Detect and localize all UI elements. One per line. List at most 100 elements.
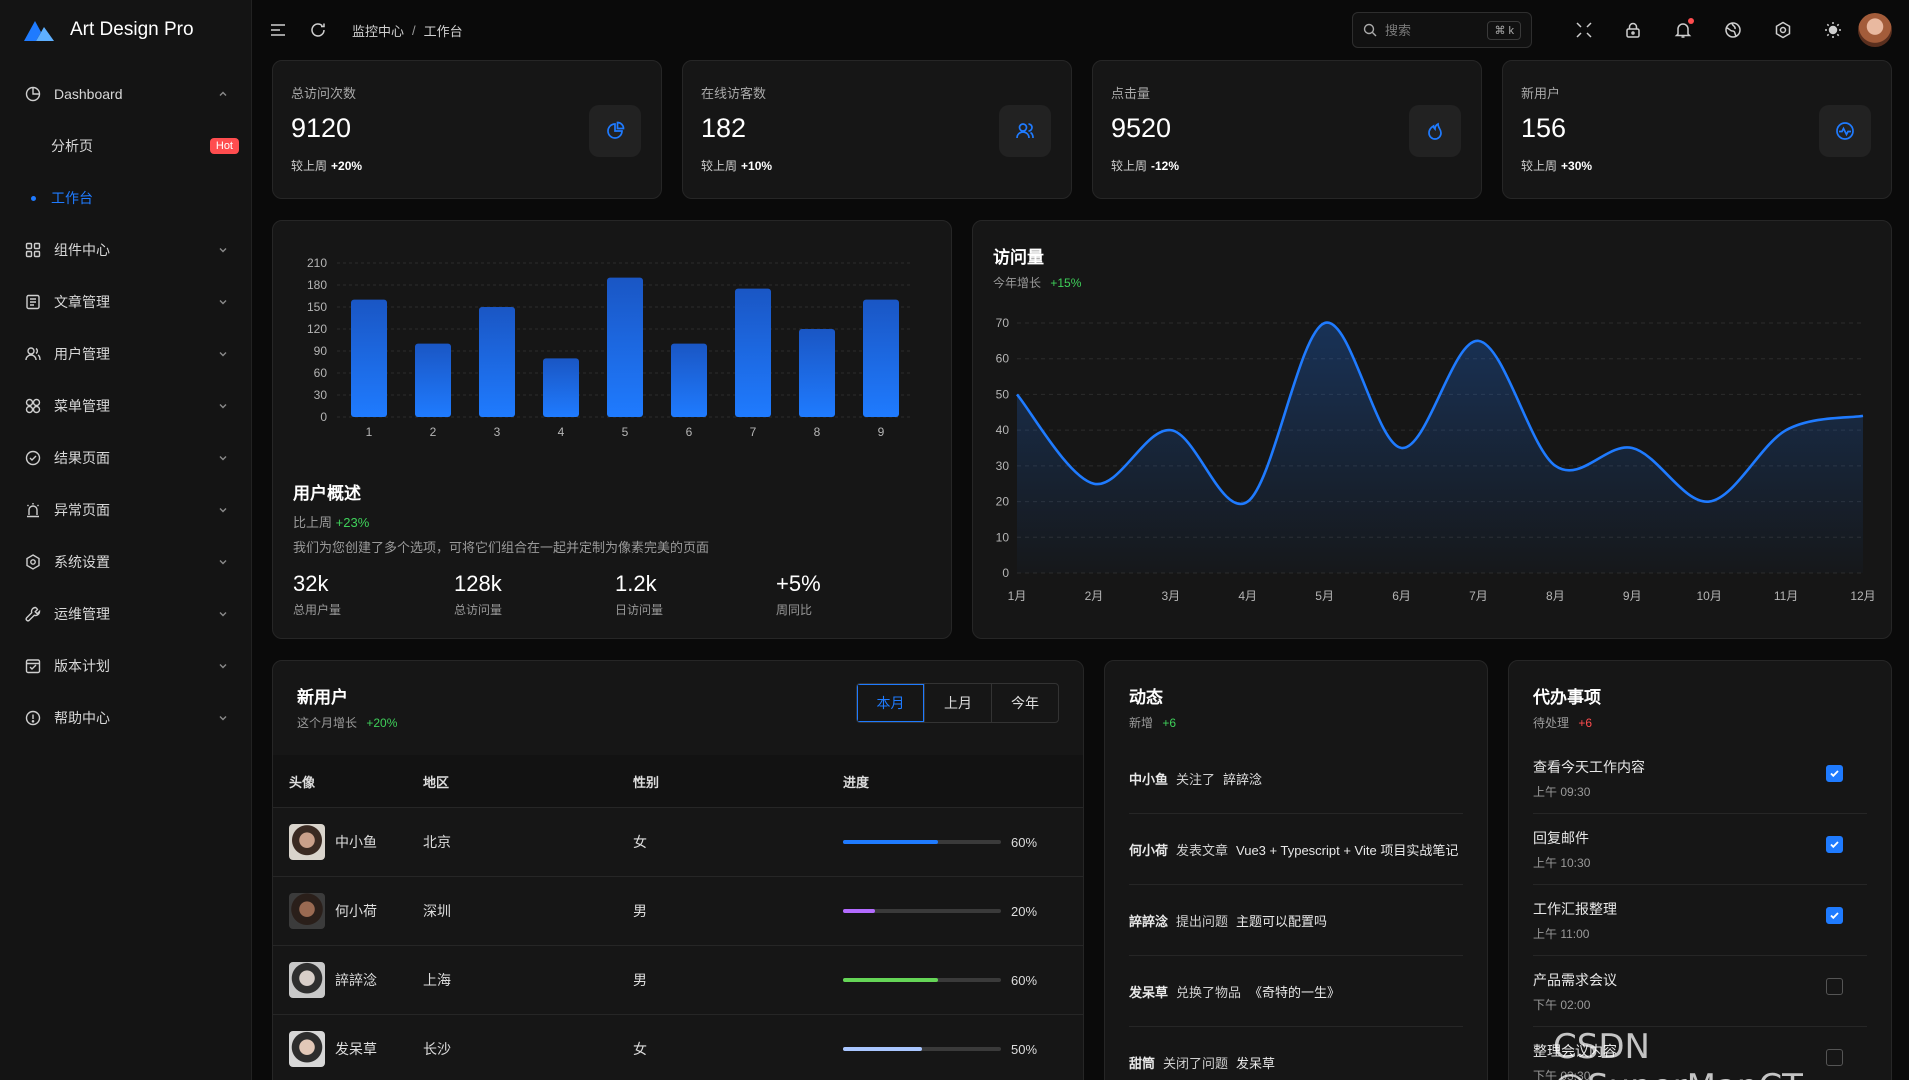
table-row[interactable]: 中小鱼 北京 女 60% xyxy=(273,807,1083,876)
x-tick-label: 7 xyxy=(750,425,757,439)
sidebar-item-components[interactable]: 组件中心 xyxy=(0,224,251,276)
table-row[interactable]: 发呆草 长沙 女 50% xyxy=(273,1014,1083,1080)
stat-value: 9120 xyxy=(291,113,352,143)
activity-action: 发表文章 xyxy=(1176,842,1229,858)
sidebar-item-label: 分析页 xyxy=(51,138,93,154)
chevron-up-icon xyxy=(219,91,227,96)
todo-checkbox[interactable] xyxy=(1826,1049,1843,1066)
x-tick-label: 12月 xyxy=(1850,589,1875,603)
y-tick-label: 60 xyxy=(314,366,328,380)
sidebar-item-label: 工作台 xyxy=(51,190,93,206)
activity-user: 誶誶淰 xyxy=(1129,913,1169,929)
chevron-down-icon xyxy=(219,456,227,461)
progress-fill xyxy=(843,1047,922,1051)
breadcrumb-item: 工作台 xyxy=(423,23,463,39)
globe-icon[interactable] xyxy=(1723,20,1743,40)
sidebar-item-workbench[interactable]: 工作台 xyxy=(0,172,251,224)
table-row[interactable]: 何小荷 深圳 男 20% xyxy=(273,876,1083,945)
search-box[interactable]: ⌘ k xyxy=(1352,12,1532,48)
sidebar-item-label: 组件中心 xyxy=(54,242,110,258)
plan-icon xyxy=(24,657,42,675)
sidebar-item-ops[interactable]: 运维管理 xyxy=(0,588,251,640)
x-tick-label: 5月 xyxy=(1315,589,1334,603)
overview-stat: 1.2k 日访问量 xyxy=(615,571,776,618)
activity-item[interactable]: 何小荷 发表文章 Vue3 + Typescript + Vite 项目实战笔记 xyxy=(1129,814,1463,885)
todo-item: 工作汇报整理 上午 11:00 xyxy=(1533,885,1867,956)
bar xyxy=(735,288,771,417)
activity-item[interactable]: 甜筒 关闭了问题 发呆草 xyxy=(1129,1027,1463,1080)
new-users-title: 新用户 xyxy=(297,688,348,707)
sidebar-item-menus[interactable]: 菜单管理 xyxy=(0,380,251,432)
area-fill xyxy=(1017,322,1863,573)
sidebar-item-settings[interactable]: 系统设置 xyxy=(0,536,251,588)
todo-checkbox[interactable] xyxy=(1826,907,1843,924)
overview-stat: +5% 周同比 xyxy=(776,571,937,618)
sidebar-item-users[interactable]: 用户管理 xyxy=(0,328,251,380)
tab-this-year[interactable]: 今年 xyxy=(991,684,1058,722)
search-icon xyxy=(1363,23,1377,37)
avatar xyxy=(289,1031,325,1067)
fullscreen-icon[interactable] xyxy=(1574,20,1594,40)
sidebar-item-exceptions[interactable]: 异常页面 xyxy=(0,484,251,536)
breadcrumb: 监控中心 / 工作台 xyxy=(352,22,463,39)
sidebar-item-dashboard[interactable]: Dashboard xyxy=(0,68,251,120)
sidebar-item-results[interactable]: 结果页面 xyxy=(0,432,251,484)
table-header: 头像 地区 性别 进度 xyxy=(273,755,1083,807)
sidebar-item-versions[interactable]: 版本计划 xyxy=(0,640,251,692)
x-tick-label: 5 xyxy=(622,425,629,439)
breadcrumb-item[interactable]: 监控中心 xyxy=(352,23,405,39)
todo-item-title: 产品需求会议 xyxy=(1533,972,1617,988)
activity-action: 提出问题 xyxy=(1176,913,1229,929)
result-icon xyxy=(24,449,42,467)
chevron-down-icon xyxy=(219,716,227,721)
progress-fill xyxy=(843,909,875,913)
search-input[interactable] xyxy=(1385,22,1475,38)
refresh-icon[interactable] xyxy=(308,20,328,40)
chevron-down-icon xyxy=(219,352,227,357)
collapse-menu-icon[interactable] xyxy=(268,20,288,40)
sun-icon[interactable] xyxy=(1823,20,1843,40)
sidebar-item-articles[interactable]: 文章管理 xyxy=(0,276,251,328)
fire-icon xyxy=(1409,105,1461,157)
activity-item[interactable]: 发呆草 兑换了物品 《奇特的一生》 xyxy=(1129,956,1463,1027)
activity-item[interactable]: 中小鱼 关注了 誶誶淰 xyxy=(1129,743,1463,814)
user-avatar[interactable] xyxy=(1858,13,1892,47)
x-tick-label: 10月 xyxy=(1697,589,1722,603)
sidebar-item-help[interactable]: 帮助中心 xyxy=(0,692,251,744)
activity-item[interactable]: 誶誶淰 提出问题 主题可以配置吗 xyxy=(1129,885,1463,956)
lock-icon[interactable] xyxy=(1623,20,1643,40)
overview-stat-label: 周同比 xyxy=(776,603,813,617)
series-line xyxy=(1016,321,1864,506)
activity-user: 中小鱼 xyxy=(1129,771,1169,787)
stat-compare: 较上周 -12% xyxy=(1111,159,1180,173)
logo[interactable]: Art Design Pro xyxy=(0,0,251,60)
table-row[interactable]: 誶誶淰 上海 男 60% xyxy=(273,945,1083,1014)
todo-item: 整理会议内容 下午 03:30 xyxy=(1533,1027,1867,1080)
settings-gear-icon[interactable] xyxy=(1773,20,1793,40)
column-header: 性别 xyxy=(633,774,660,790)
todo-checkbox[interactable] xyxy=(1826,765,1843,782)
todo-item-title: 整理会议内容 xyxy=(1533,1043,1617,1059)
activity-target: 《奇特的一生》 xyxy=(1249,984,1341,1000)
stat-compare: 较上周 +10% xyxy=(701,159,773,173)
overview-stat: 128k 总访问量 xyxy=(454,571,615,618)
x-tick-label: 6 xyxy=(686,425,693,439)
tab-this-month[interactable]: 本月 xyxy=(857,684,924,722)
stat-title: 总访问次数 xyxy=(291,86,357,101)
activity-target: 发呆草 xyxy=(1236,1055,1276,1071)
progress-bar xyxy=(843,1047,1001,1051)
stat-title: 点击量 xyxy=(1111,86,1151,101)
y-tick-label: 70 xyxy=(996,316,1010,330)
overview-description: 我们为您创建了多个选项，可将它们组合在一起并定制为像素完美的页面 xyxy=(293,540,710,555)
overview-stats: 32k 总用户量 128k 总访问量 1.2k 日访问量 +5% 周同比 xyxy=(293,571,937,618)
todo-checkbox[interactable] xyxy=(1826,836,1843,853)
activity-title: 动态 xyxy=(1129,688,1163,707)
region: 深圳 xyxy=(423,903,451,919)
bell-icon[interactable] xyxy=(1673,18,1694,40)
todo-checkbox[interactable] xyxy=(1826,978,1843,995)
y-tick-label: 50 xyxy=(996,387,1010,401)
tab-last-month[interactable]: 上月 xyxy=(924,684,991,722)
sidebar-item-analysis[interactable]: 分析页 Hot xyxy=(0,120,251,172)
todo-item-time: 上午 10:30 xyxy=(1533,856,1591,870)
stat-value: 156 xyxy=(1521,113,1567,143)
